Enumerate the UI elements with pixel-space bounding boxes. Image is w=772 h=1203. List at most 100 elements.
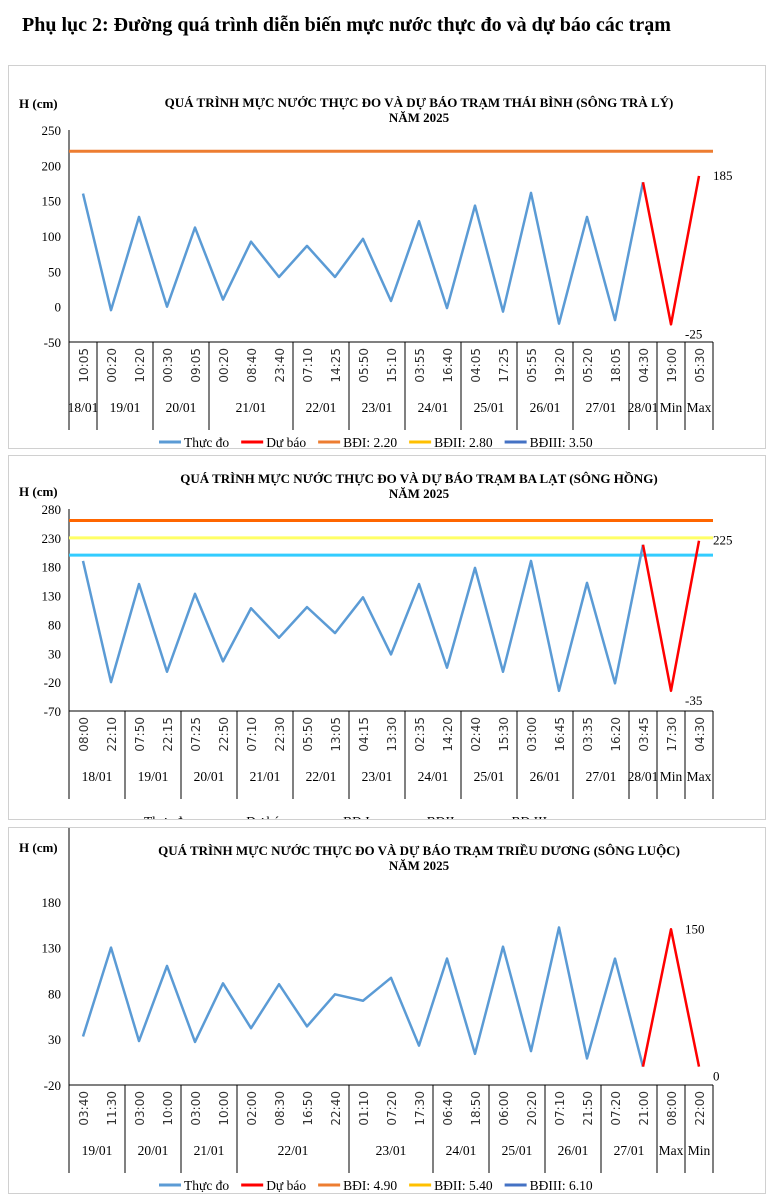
x-tick-label: 05:50 xyxy=(357,348,371,383)
x-group-label: 23/01 xyxy=(362,400,393,415)
x-tick-label: 15:30 xyxy=(497,717,511,752)
y-tick-label: 130 xyxy=(42,941,62,956)
x-group-label: 26/01 xyxy=(530,400,561,415)
x-tick-label: 00:20 xyxy=(217,348,231,383)
x-tick-label: 09:05 xyxy=(189,348,203,383)
x-tick-label: 01:10 xyxy=(357,1091,371,1126)
y-tick-label: 80 xyxy=(48,986,61,1001)
x-tick-label: 22:50 xyxy=(217,717,231,752)
x-group-label: 27/01 xyxy=(586,769,617,784)
chart-subtitle: NĂM 2025 xyxy=(389,858,450,873)
y-tick-label: 50 xyxy=(48,264,61,279)
chart-subtitle: NĂM 2025 xyxy=(389,110,450,125)
legend-label: Thực đo xyxy=(184,435,229,448)
legend-label: Thực đo xyxy=(144,814,189,819)
legend-label: Dự báo xyxy=(246,814,286,819)
x-group-label: Min xyxy=(660,400,683,415)
x-group-label: 18/01 xyxy=(82,769,113,784)
x-tick-label: 10:20 xyxy=(133,348,147,383)
y-tick-label: -20 xyxy=(44,675,61,690)
x-tick-label: 07:25 xyxy=(189,717,203,752)
x-tick-label: 00:30 xyxy=(161,348,175,383)
x-tick-label: 07:20 xyxy=(385,1091,399,1126)
x-tick-label: 07:10 xyxy=(245,717,259,752)
x-tick-label: 08:00 xyxy=(77,717,91,752)
chart-trieu-duong: QUÁ TRÌNH MỰC NƯỚC THỰC ĐO VÀ DỰ BÁO TRẠ… xyxy=(8,827,766,1194)
forecast-line xyxy=(641,540,701,693)
x-tick-label: 04:30 xyxy=(693,717,707,752)
chart-title: QUÁ TRÌNH MỰC NƯỚC THỰC ĐO VÀ DỰ BÁO TRẠ… xyxy=(180,471,658,486)
x-tick-label: 07:10 xyxy=(301,348,315,383)
y-tick-label: 200 xyxy=(42,158,62,173)
x-group-label: 19/01 xyxy=(110,400,141,415)
data-label: 150 xyxy=(685,921,705,936)
x-tick-label: 10:00 xyxy=(217,1091,231,1126)
x-group-label: 25/01 xyxy=(502,1143,533,1158)
y-axis-title: H (cm) xyxy=(19,96,58,111)
x-tick-label: 16:45 xyxy=(553,717,567,752)
x-tick-label: 16:50 xyxy=(301,1091,315,1126)
x-tick-label: 05:55 xyxy=(525,348,539,383)
y-tick-label: 150 xyxy=(42,194,62,209)
x-group-label: 28/01 xyxy=(628,769,659,784)
legend-label: BĐ I xyxy=(343,814,370,819)
x-tick-label: 00:20 xyxy=(105,348,119,383)
x-tick-label: 03:45 xyxy=(637,717,651,752)
x-tick-label: 17:30 xyxy=(413,1091,427,1126)
legend-label: Dự báo xyxy=(266,1178,306,1193)
x-group-label: 22/01 xyxy=(306,400,337,415)
y-tick-label: -20 xyxy=(44,1078,61,1093)
data-label: 0 xyxy=(713,1069,720,1084)
x-group-label: 22/01 xyxy=(278,1143,309,1158)
legend-label: BĐII xyxy=(427,814,455,819)
y-tick-label: 180 xyxy=(42,895,62,910)
x-group-label: 21/01 xyxy=(250,769,281,784)
x-tick-label: 21:50 xyxy=(581,1091,595,1126)
chart-ba-lat: QUÁ TRÌNH MỰC NƯỚC THỰC ĐO VÀ DỰ BÁO TRẠ… xyxy=(8,455,766,820)
x-group-label: Min xyxy=(660,769,683,784)
y-tick-label: 230 xyxy=(42,531,62,546)
x-tick-label: 16:40 xyxy=(441,348,455,383)
x-tick-label: 22:30 xyxy=(273,717,287,752)
x-group-label: 19/01 xyxy=(138,769,169,784)
legend-label: BĐII: 2.80 xyxy=(434,435,493,448)
x-group-label: 27/01 xyxy=(586,400,617,415)
chart-subtitle: NĂM 2025 xyxy=(389,486,450,501)
x-tick-label: 07:20 xyxy=(609,1091,623,1126)
x-tick-label: 18:05 xyxy=(609,348,623,383)
y-axis-title: H (cm) xyxy=(19,840,58,855)
x-tick-label: 02:40 xyxy=(469,717,483,752)
page-title: Phụ lục 2: Đường quá trình diễn biến mực… xyxy=(22,14,671,36)
x-tick-label: 08:30 xyxy=(273,1091,287,1126)
x-tick-label: 04:05 xyxy=(469,348,483,383)
legend-label: Dự báo xyxy=(266,435,306,448)
x-tick-label: 14:20 xyxy=(441,717,455,752)
legend-label: Thực đo xyxy=(184,1178,229,1193)
legend-label: BĐI: 2.20 xyxy=(343,435,397,448)
x-tick-label: 19:00 xyxy=(665,348,679,383)
x-group-label: 28/01 xyxy=(628,400,659,415)
data-label: -35 xyxy=(685,693,702,708)
observed-line xyxy=(81,544,645,693)
x-tick-label: 04:30 xyxy=(637,348,651,383)
legend-label: BĐIII: 3.50 xyxy=(530,435,593,448)
x-tick-label: 10:00 xyxy=(161,1091,175,1126)
y-tick-label: 280 xyxy=(42,502,62,517)
x-tick-label: 23:40 xyxy=(273,348,287,383)
x-group-label: 26/01 xyxy=(530,769,561,784)
x-group-label: 20/01 xyxy=(138,1143,169,1158)
y-tick-label: 80 xyxy=(48,617,61,632)
x-group-label: 23/01 xyxy=(362,769,393,784)
y-tick-label: 180 xyxy=(42,560,62,575)
observed-line xyxy=(81,182,645,325)
x-tick-label: 16:20 xyxy=(609,717,623,752)
x-group-label: 19/01 xyxy=(82,1143,113,1158)
x-tick-label: 02:35 xyxy=(413,717,427,752)
legend-label: BĐI: 4.90 xyxy=(343,1178,397,1193)
x-group-label: 25/01 xyxy=(474,769,505,784)
x-group-label: 22/01 xyxy=(306,769,337,784)
y-tick-label: 130 xyxy=(42,589,62,604)
legend-label: BĐ III xyxy=(512,814,548,819)
x-group-label: Max xyxy=(659,1143,684,1158)
x-tick-label: 22:10 xyxy=(105,717,119,752)
